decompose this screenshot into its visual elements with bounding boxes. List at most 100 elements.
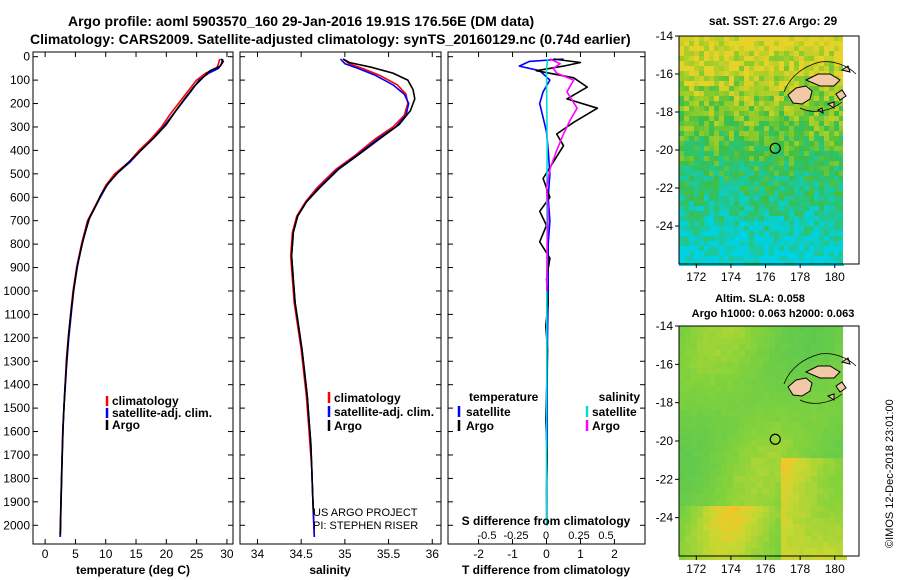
sla-cell — [733, 434, 739, 440]
sst-cell — [809, 221, 814, 226]
sla-cell — [727, 326, 733, 332]
sst-cell — [824, 101, 829, 106]
sst-cell — [829, 251, 834, 256]
sla-cell — [817, 446, 823, 452]
sla-cell — [769, 518, 775, 524]
sla-cell — [793, 482, 799, 488]
sst-cell — [839, 46, 844, 51]
sla-cell — [823, 470, 829, 476]
sla-cell — [721, 350, 727, 356]
sst-cell — [764, 66, 769, 71]
sla-cell — [691, 392, 697, 398]
lat-tick-label: -14 — [656, 319, 674, 333]
x-tick-label: -1 — [507, 547, 518, 561]
salinity-series — [289, 58, 416, 538]
sla-cell — [751, 488, 757, 494]
sst-cell — [729, 116, 734, 121]
sla-cell — [775, 500, 781, 506]
sst-cell — [759, 106, 764, 111]
sst-cell — [689, 151, 694, 156]
sst-cell — [834, 151, 839, 156]
sst-cell — [804, 116, 809, 121]
sla-cell — [709, 416, 715, 422]
sla-cell — [715, 476, 721, 482]
sla-cell — [781, 452, 787, 458]
sst-cell — [839, 231, 844, 236]
sst-cell — [729, 76, 734, 81]
sst-cell — [714, 91, 719, 96]
sla-cell — [793, 338, 799, 344]
sla-cell — [679, 542, 685, 548]
sst-cell — [714, 71, 719, 76]
sst-cell — [754, 166, 759, 171]
sst-cell — [689, 91, 694, 96]
sst-cell — [679, 111, 684, 116]
sst-cell — [819, 196, 824, 201]
sst-cell — [829, 121, 834, 126]
sst-cell — [719, 216, 724, 221]
sla-cell — [769, 410, 775, 416]
sla-cell — [769, 404, 775, 410]
sla-cell — [709, 452, 715, 458]
sst-cell — [779, 106, 784, 111]
sla-cell — [811, 548, 817, 554]
sla-cell — [757, 440, 763, 446]
sst-cell — [804, 106, 809, 111]
sst-cell — [679, 226, 684, 231]
sst-cell — [819, 111, 824, 116]
sla-cell — [805, 488, 811, 494]
sst-cell — [809, 231, 814, 236]
sla-cell — [793, 506, 799, 512]
sst-cell — [689, 196, 694, 201]
sst-cell — [819, 56, 824, 61]
sst-cell — [694, 256, 699, 261]
sst-cell — [689, 176, 694, 181]
sla-cell — [811, 398, 817, 404]
sla-cell — [775, 404, 781, 410]
sla-cell — [763, 530, 769, 536]
sst-cell — [799, 256, 804, 261]
sla-cell — [733, 446, 739, 452]
sst-cell — [689, 256, 694, 261]
sst-cell — [699, 111, 704, 116]
sla-cell — [679, 338, 685, 344]
sst-cell — [814, 71, 819, 76]
sla-cell — [709, 422, 715, 428]
sst-cell — [739, 176, 744, 181]
depth-tick-label: 1900 — [3, 495, 30, 509]
sst-cell — [799, 156, 804, 161]
sst-cell — [774, 231, 779, 236]
sst-cell — [744, 76, 749, 81]
sla-cell — [835, 428, 841, 434]
argo-float-location — [769, 142, 781, 154]
sla-cell — [793, 374, 799, 380]
lat-tick-label: -14 — [656, 29, 674, 43]
sla-cell — [721, 398, 727, 404]
sst-cell — [679, 196, 684, 201]
sst-cell — [774, 196, 779, 201]
sla-cell — [775, 536, 781, 542]
sla-cell — [769, 512, 775, 518]
sst-cell — [789, 126, 794, 131]
sla-cell — [715, 398, 721, 404]
sla-cell — [805, 344, 811, 350]
sst-cell — [804, 131, 809, 136]
sst-cell — [834, 221, 839, 226]
sla-cell — [817, 494, 823, 500]
sst-cell — [764, 61, 769, 66]
sst-cell — [744, 46, 749, 51]
legend-satellite-label: satellite-adj. clim. — [112, 406, 212, 420]
sst-cell — [759, 241, 764, 246]
sst-cell — [829, 66, 834, 71]
sst-cell — [734, 86, 739, 91]
sla-cell — [811, 338, 817, 344]
sst-cell — [694, 201, 699, 206]
sst-cell — [794, 251, 799, 256]
sla-cell — [787, 326, 793, 332]
sla-cell — [799, 416, 805, 422]
sst-cell — [769, 136, 774, 141]
sst-cell — [714, 86, 719, 91]
sla-cell — [679, 494, 685, 500]
sla-cell — [793, 446, 799, 452]
sst-cell — [749, 161, 754, 166]
